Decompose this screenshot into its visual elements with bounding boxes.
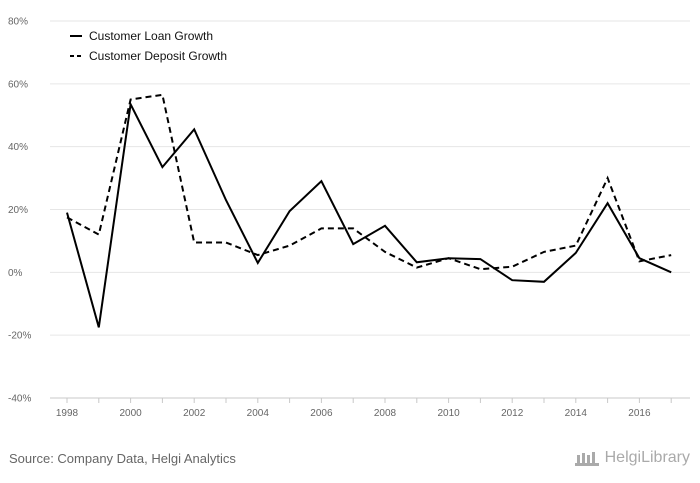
library-icon xyxy=(574,452,599,466)
y-tick-label: 0% xyxy=(8,268,23,279)
x-tick-label: 2006 xyxy=(310,408,333,419)
series-line-deposit-growth[interactable] xyxy=(66,93,672,271)
x-tick-label: 2002 xyxy=(183,408,206,419)
series-lines xyxy=(66,93,672,328)
legend-label-deposit: Customer Deposit Growth xyxy=(89,49,227,63)
x-tick-label: 2000 xyxy=(119,408,142,419)
legend-label-loan: Customer Loan Growth xyxy=(89,29,213,43)
source-note: Source: Company Data, Helgi Analytics xyxy=(9,451,236,466)
y-tick-label: 80% xyxy=(8,17,28,28)
x-tick-label: 2012 xyxy=(501,408,524,419)
logo-text: HelgiLibrary xyxy=(604,449,690,466)
x-tick-label: 2014 xyxy=(565,408,588,419)
y-tick-label: -20% xyxy=(8,331,31,342)
y-tick-label: -40% xyxy=(8,394,31,405)
helgi-library-logo[interactable]: HelgiLibrary xyxy=(574,449,690,467)
x-tick-label: 2016 xyxy=(628,408,651,419)
x-axis: 1998 2000 2002 2004 2006 2008 2010 2012 2014 2016 xyxy=(50,397,690,419)
x-tick-label: 2004 xyxy=(247,408,270,419)
legend-item-deposit[interactable]: Customer Deposit Growth xyxy=(70,49,227,63)
gridlines xyxy=(50,20,690,336)
y-tick-label: 20% xyxy=(8,205,28,216)
y-axis: 80% 60% 40% 20% 0% -20% -40% xyxy=(8,17,31,405)
y-tick-label: 60% xyxy=(8,79,28,90)
series-line-loan-growth[interactable] xyxy=(66,101,672,328)
x-tick-label: 1998 xyxy=(56,408,79,419)
legend-item-loan[interactable]: Customer Loan Growth xyxy=(70,29,213,43)
line-chart: 80% 60% 40% 20% 0% -20% -40% 1998 2000 2002 2004 2… xyxy=(8,17,690,419)
legend[interactable]: Customer Loan Growth Customer Deposit Gr… xyxy=(70,29,227,63)
x-tick-label: 2010 xyxy=(437,408,460,419)
x-tick-label: 2008 xyxy=(374,408,397,419)
y-tick-label: 40% xyxy=(8,142,28,153)
